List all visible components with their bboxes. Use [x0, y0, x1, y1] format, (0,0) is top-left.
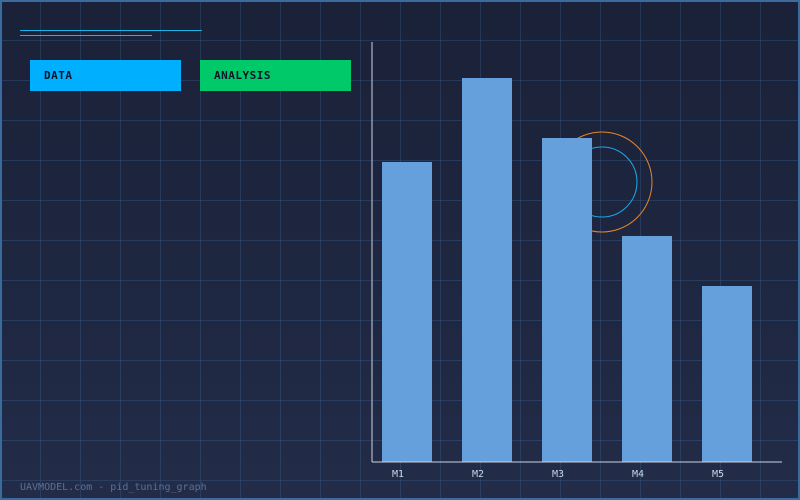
x-tick-label: M4 [632, 469, 644, 480]
data-button[interactable]: DATA [30, 60, 181, 91]
x-tick-label: M2 [472, 469, 484, 480]
x-tick-label: M3 [552, 469, 564, 480]
bar-m3 [542, 138, 592, 462]
footer-credit: UAVMODEL.com - pid_tuning_graph [20, 482, 207, 493]
bar-m2 [462, 78, 512, 462]
x-tick-label: M1 [392, 469, 404, 480]
decorative-line-bottom [20, 35, 152, 36]
bar-m1 [382, 162, 432, 462]
x-tick-label: M5 [712, 469, 724, 480]
analysis-button[interactable]: ANALYSIS [200, 60, 351, 91]
decorative-line-top [20, 30, 202, 31]
bar-m4 [622, 236, 672, 462]
bar-m5 [702, 286, 752, 462]
